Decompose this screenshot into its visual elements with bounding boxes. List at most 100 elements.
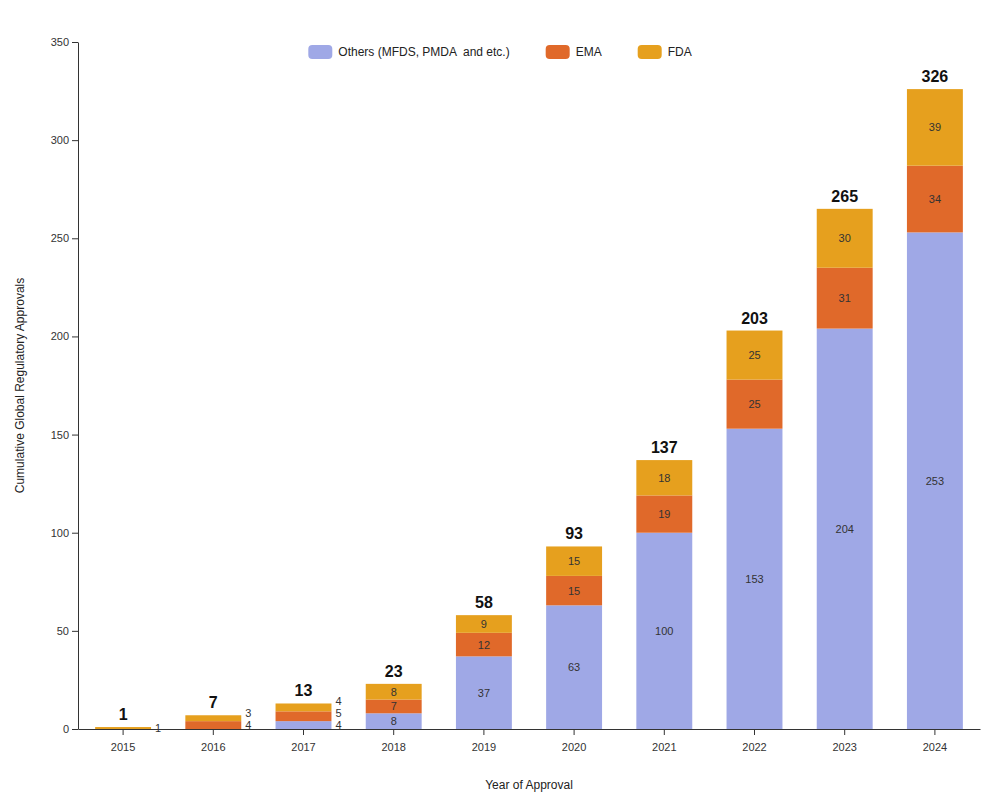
data-label: 19 <box>658 508 670 520</box>
y-tick: 0 <box>63 723 78 735</box>
x-tick-label: 2023 <box>832 741 856 753</box>
total-label: 203 <box>741 310 768 327</box>
data-label: 39 <box>929 121 941 133</box>
data-label: 25 <box>748 349 760 361</box>
y-tick-label: 350 <box>51 36 69 48</box>
bar-segment <box>636 460 692 495</box>
legend-item: FDA <box>638 45 692 59</box>
x-tick-label: 2018 <box>381 741 405 753</box>
bar-segment <box>366 713 422 729</box>
y-tick-label: 200 <box>51 330 69 342</box>
total-label: 7 <box>209 694 218 711</box>
x-tick: 2024 <box>923 729 947 753</box>
x-tick: 2022 <box>742 729 766 753</box>
data-label: 8 <box>391 686 397 698</box>
data-label: 37 <box>478 687 490 699</box>
x-tick-label: 2024 <box>923 741 947 753</box>
y-tick: 50 <box>57 625 78 637</box>
total-label: 13 <box>295 682 313 699</box>
data-label: 63 <box>568 661 580 673</box>
total-label: 93 <box>565 525 583 542</box>
y-tick: 200 <box>51 330 78 342</box>
data-label: 9 <box>481 618 487 630</box>
y-tick-mark <box>72 533 78 534</box>
data-label: 18 <box>658 472 670 484</box>
x-tick: 2015 <box>111 729 135 753</box>
x-tick-label: 2019 <box>472 741 496 753</box>
y-tick-mark <box>72 238 78 239</box>
data-label: 100 <box>655 625 673 637</box>
total-label: 23 <box>385 663 403 680</box>
data-label: 7 <box>391 700 397 712</box>
x-tick-mark <box>664 729 665 735</box>
bar-segment <box>907 89 963 166</box>
total-label: 265 <box>831 188 858 205</box>
bar-segment <box>456 615 512 633</box>
bar-segment <box>817 209 873 268</box>
data-label: 25 <box>748 398 760 410</box>
data-label: 204 <box>836 523 854 535</box>
bar-segment <box>276 721 332 729</box>
y-tick: 250 <box>51 232 78 244</box>
y-tick-label: 50 <box>57 625 69 637</box>
data-label: 8 <box>391 715 397 727</box>
legend-swatch <box>308 45 332 59</box>
total-label: 326 <box>922 68 949 85</box>
legend-swatch <box>546 45 570 59</box>
x-tick-mark <box>574 729 575 735</box>
y-tick-mark <box>72 631 78 632</box>
y-tick-mark <box>72 140 78 141</box>
bar-segment <box>817 268 873 329</box>
legend-label: EMA <box>576 45 602 59</box>
legend-item: Others (MFDS, PMDA and etc.) <box>308 45 509 59</box>
y-axis-title: Cumulative Global Regulatory Approvals <box>13 278 27 493</box>
x-tick: 2021 <box>652 729 676 753</box>
x-tick-label: 2022 <box>742 741 766 753</box>
data-labels: 1434548783712963151510019181532525204313… <box>155 121 944 734</box>
y-tick: 150 <box>51 429 78 441</box>
legend-label: Others (MFDS, PMDA and etc.) <box>338 45 509 59</box>
y-tick-label: 0 <box>63 723 69 735</box>
bar-segment <box>185 715 241 721</box>
data-label: 153 <box>745 573 763 585</box>
bar-segment <box>366 700 422 714</box>
chart: 1434548783712963151510019181532525204313… <box>0 0 1000 800</box>
x-tick: 2019 <box>472 729 496 753</box>
bar-segment <box>276 711 332 721</box>
y-tick: 300 <box>51 134 78 146</box>
x-tick-label: 2017 <box>291 741 315 753</box>
x-tick-label: 2015 <box>111 741 135 753</box>
x-tick-mark <box>303 729 304 735</box>
bar-segment <box>907 166 963 233</box>
x-tick-mark <box>393 729 394 735</box>
total-label: 1 <box>119 706 128 723</box>
x-tick-mark <box>483 729 484 735</box>
x-tick-mark <box>213 729 214 735</box>
bar-segment <box>636 533 692 729</box>
legend-label: FDA <box>668 45 692 59</box>
bar-segment <box>727 380 783 429</box>
y-axis-line <box>78 43 79 730</box>
y-tick-label: 250 <box>51 232 69 244</box>
bar-segment <box>456 633 512 657</box>
y-axis: 050100150200250300350 <box>51 36 79 735</box>
x-tick-mark <box>844 729 845 735</box>
bar-segment <box>185 721 241 729</box>
x-tick: 2018 <box>381 729 405 753</box>
y-tick-mark <box>72 42 78 43</box>
x-tick-mark <box>754 729 755 735</box>
x-tick-mark <box>934 729 935 735</box>
y-tick-mark <box>72 435 78 436</box>
total-label: 137 <box>651 439 678 456</box>
legend-item: EMA <box>546 45 602 59</box>
legend: Others (MFDS, PMDA and etc.) EMA FDA <box>308 45 691 59</box>
bar-segment <box>817 329 873 729</box>
y-tick-mark <box>72 729 78 730</box>
bar-segment <box>456 656 512 729</box>
data-label: 12 <box>478 639 490 651</box>
data-label: 15 <box>568 585 580 597</box>
total-label: 58 <box>475 594 493 611</box>
bar-segment <box>727 331 783 380</box>
bar-segment <box>727 429 783 729</box>
bar-segment <box>907 232 963 729</box>
